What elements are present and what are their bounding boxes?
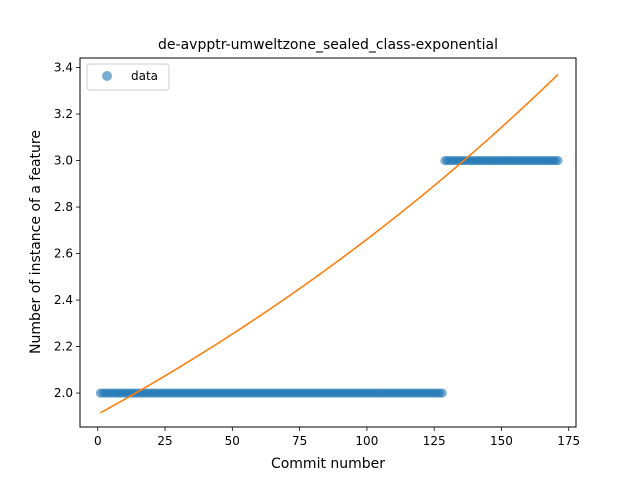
- plot-area: [79, 57, 577, 428]
- x-tick-label: 150: [490, 434, 513, 448]
- x-tick-label: 50: [225, 434, 240, 448]
- y-tick-label: 2.6: [54, 247, 73, 261]
- legend-label-data: data: [131, 69, 158, 83]
- axes-frame: [79, 57, 577, 428]
- legend: data: [86, 63, 170, 91]
- exponential-fit-line: [100, 73, 559, 414]
- chart-title: de-avpptr-umweltzone_sealed_class-expone…: [158, 37, 498, 53]
- x-axis-label: Commit number: [271, 456, 385, 472]
- x-tick-label: 175: [557, 434, 580, 448]
- y-tick-label: 2.0: [54, 386, 73, 400]
- y-tick-label: 2.2: [54, 340, 73, 354]
- x-tick-label: 100: [355, 434, 378, 448]
- legend-box: [86, 63, 170, 91]
- x-tick-label: 0: [94, 434, 102, 448]
- y-axis-label: Number of instance of a feature: [28, 130, 44, 354]
- y-tick-label: 3.0: [54, 154, 73, 168]
- y-axis-ticks: 2.0 2.2 2.4 2.6 2.8 3.0 3.2 3.4: [54, 61, 80, 400]
- x-tick-label: 25: [157, 434, 172, 448]
- legend-marker-data: [102, 71, 112, 81]
- y-tick-label: 3.2: [54, 107, 73, 121]
- y-tick-label: 3.4: [54, 61, 73, 75]
- x-tick-label: 125: [423, 434, 446, 448]
- data-point: [437, 388, 447, 398]
- data-point: [553, 155, 563, 166]
- x-axis-ticks: 0 25 50 75 100 125 150 175: [94, 427, 580, 448]
- y-tick-label: 2.4: [54, 293, 73, 307]
- y-tick-label: 2.8: [54, 200, 73, 214]
- x-tick-label: 75: [292, 434, 307, 448]
